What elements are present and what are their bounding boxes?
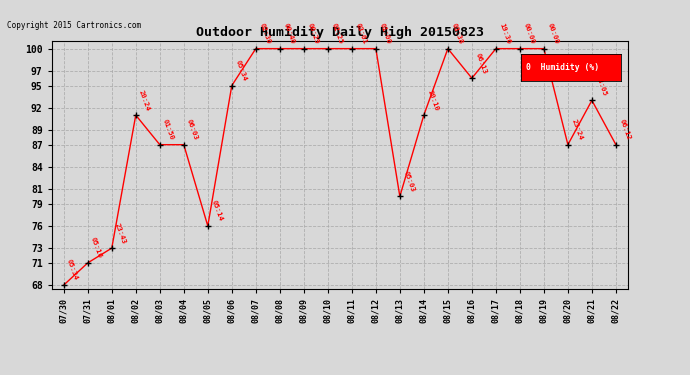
Text: 0  Humidity (%): 0 Humidity (%): [526, 63, 599, 72]
Text: 00:00: 00:00: [546, 22, 560, 45]
Text: 02:25: 02:25: [331, 22, 344, 45]
Text: 05:34: 05:34: [234, 59, 247, 82]
Text: 19:36: 19:36: [498, 22, 511, 45]
Text: 06:13: 06:13: [474, 52, 487, 75]
Text: 05:14: 05:14: [210, 200, 224, 222]
Text: 00:29: 00:29: [306, 22, 319, 45]
Text: 01:00: 01:00: [378, 22, 391, 45]
Text: 01:50: 01:50: [162, 118, 175, 141]
Text: 23:24: 23:24: [570, 118, 584, 141]
Text: 05:34: 05:34: [66, 259, 79, 281]
Text: Copyright 2015 Cartronics.com: Copyright 2015 Cartronics.com: [7, 21, 141, 30]
Text: 03:38: 03:38: [451, 22, 464, 45]
Text: 00:00: 00:00: [522, 22, 535, 45]
Text: 23:43: 23:43: [114, 222, 127, 245]
Title: Outdoor Humidity Daily High 20150823: Outdoor Humidity Daily High 20150823: [196, 26, 484, 39]
Text: 05:16: 05:16: [90, 237, 104, 259]
Text: 00:40: 00:40: [282, 22, 295, 45]
Text: 03:01: 03:01: [354, 22, 367, 45]
Text: 06:12: 06:12: [618, 118, 631, 141]
Text: 20:10: 20:10: [426, 89, 440, 111]
Text: 05:03: 05:03: [402, 170, 415, 193]
Text: 06:03: 06:03: [186, 118, 199, 141]
Text: 03:05: 03:05: [594, 74, 607, 97]
Text: 20:24: 20:24: [138, 89, 151, 111]
Text: 02:30: 02:30: [258, 22, 271, 45]
